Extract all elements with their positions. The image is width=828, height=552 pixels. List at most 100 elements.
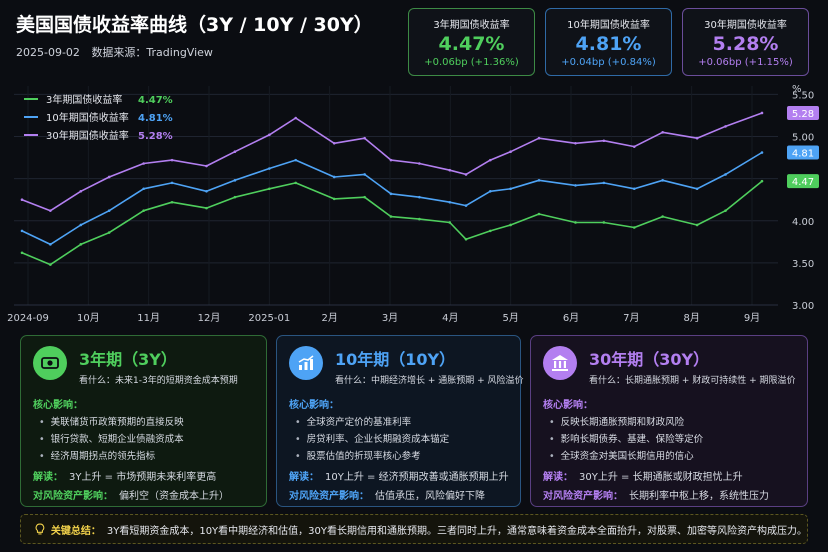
data-point (170, 200, 174, 204)
card-icon-wrap (543, 346, 577, 380)
list-item: 股票估值的折现率核心参考 (295, 448, 449, 465)
subtitle: 2025-09-02 数据来源：TradingView (16, 44, 221, 60)
data-point (464, 173, 468, 176)
data-point (489, 189, 492, 193)
data-point (760, 111, 764, 115)
data-point (170, 158, 174, 162)
card-interpretation: 解读： 3Y上升 = 市场预期未来利率更高 (33, 468, 216, 483)
y-tick-label: 4.00 (792, 217, 814, 228)
list-item: 全球资产定价的基准利率 (295, 414, 449, 431)
x-tick-label: 5月 (502, 312, 518, 324)
page-title: 美国国债收益率曲线（3Y / 10Y / 30Y） (16, 14, 373, 36)
data-point (602, 221, 606, 224)
kpi-label: 3年期国债收益率 (433, 20, 510, 31)
data-point (363, 136, 366, 140)
data-point (233, 195, 237, 199)
data-point (464, 238, 468, 241)
data-point (724, 125, 727, 128)
data-point (233, 150, 237, 153)
list-item: 经济周期拐点的领先指标 (39, 448, 184, 465)
end-value-tag (787, 174, 819, 189)
y-unit-label: % (792, 84, 802, 95)
x-tick-label: 2025-01 (248, 313, 290, 324)
x-tick-label: 10月 (77, 312, 100, 324)
kpi-label: 30年期国债收益率 (704, 20, 787, 31)
data-point (389, 158, 393, 162)
list-item: 银行贷款、短期企业债融资成本 (39, 431, 184, 448)
interp-text: 3Y上升 = 市场预期未来利率更高 (69, 472, 217, 483)
card-risk: 对风险资产影响： 估值承压，风险偏好下降 (289, 487, 485, 502)
card-watch: 看什么：未来1-3年的短期资金成本预期 (79, 376, 238, 386)
x-tick-label: 11月 (137, 312, 160, 324)
card-core-label: 核心影响： (33, 400, 83, 411)
key-summary: 关键总结： 3Y看短期资金成本，10Y看中期经济和估值，30Y看长期信用和通胀预… (20, 514, 808, 544)
risk-text: 偏利空（资金成本上升） (119, 491, 229, 502)
data-point (142, 209, 145, 212)
end-value-label: 4.47 (792, 177, 814, 188)
data-point (268, 133, 271, 137)
data-point (448, 200, 452, 204)
interp-label: 解读： (289, 472, 319, 483)
series-line-0 (21, 180, 763, 266)
card-title: 30年期（30Y） (589, 350, 710, 369)
data-point (332, 175, 336, 179)
card-risk: 对风险资产影响： 偏利空（资金成本上升） (33, 487, 229, 502)
data-point (79, 223, 83, 227)
data-point (170, 181, 174, 185)
data-point (602, 181, 606, 185)
x-tick-label: 3月 (382, 312, 398, 324)
data-point (294, 181, 297, 185)
interp-text: 10Y上升 = 经济预期改善或通胀预期上升 (325, 472, 509, 483)
data-point (294, 116, 297, 120)
data-point (389, 192, 393, 196)
data-point (661, 179, 664, 182)
risk-text: 长期利率中枢上移，系统性压力 (629, 491, 769, 502)
data-point (724, 173, 727, 176)
data-point (418, 217, 421, 221)
data-point (724, 209, 727, 212)
series-line-1 (21, 151, 763, 246)
data-point (448, 168, 452, 172)
data-point (268, 167, 271, 170)
data-point (79, 189, 83, 193)
chart-icon (298, 355, 314, 370)
data-point (661, 215, 664, 218)
x-tick-label: 7月 (623, 312, 639, 324)
data-point (602, 139, 606, 143)
list-item: 全球资金对美国长期信用的信心 (549, 448, 703, 465)
risk-label: 对风险资产影响： (289, 491, 369, 502)
end-value-tag (787, 145, 819, 160)
end-value-label: 4.81 (792, 149, 814, 160)
y-tick-label: 5.00 (792, 133, 814, 144)
data-point (661, 131, 664, 134)
card-title: 10年期（10Y） (335, 350, 456, 369)
kpi-value: 4.47% (438, 33, 505, 55)
kpi-label: 10年期国债收益率 (567, 20, 650, 31)
data-point (49, 209, 52, 212)
kpi-card-10y: 10年期国债收益率 4.81% +0.04bp (+0.84%) (545, 8, 672, 76)
data-point (632, 145, 636, 148)
interp-label: 解读： (33, 472, 63, 483)
kpi-change: +0.06bp (+1.36%) (424, 57, 519, 68)
x-tick-label: 6月 (563, 312, 579, 324)
card-impact-list: 美联储货币政策预期的直接反映 银行贷款、短期企业债融资成本 经济周期拐点的领先指… (39, 414, 184, 465)
list-item: 房贷利率、企业长期融资成本锚定 (295, 431, 450, 448)
data-point (537, 136, 541, 140)
data-point (760, 179, 764, 183)
legend-value: 4.47% (138, 95, 173, 106)
legend-label: 3年期国债收益率 (46, 93, 122, 106)
data-point (632, 226, 636, 229)
card-3y: 3年期（3Y） 看什么：未来1-3年的短期资金成本预期 核心影响： 美联储货币政… (20, 335, 267, 507)
risk-label: 对风险资产影响： (543, 491, 623, 502)
data-point (268, 187, 271, 191)
data-point (509, 223, 512, 227)
data-point (537, 212, 541, 216)
data-point (418, 162, 421, 165)
data-point (49, 263, 52, 266)
kpi-card-30y: 30年期国债收益率 5.28% +0.06bp (+1.15%) (682, 8, 809, 76)
legend-label: 30年期国债收益率 (46, 129, 129, 142)
legend-value: 5.28% (138, 131, 173, 142)
list-item: 美联储货币政策预期的直接反映 (39, 414, 184, 431)
data-point (20, 229, 24, 233)
bank-icon (552, 355, 568, 371)
